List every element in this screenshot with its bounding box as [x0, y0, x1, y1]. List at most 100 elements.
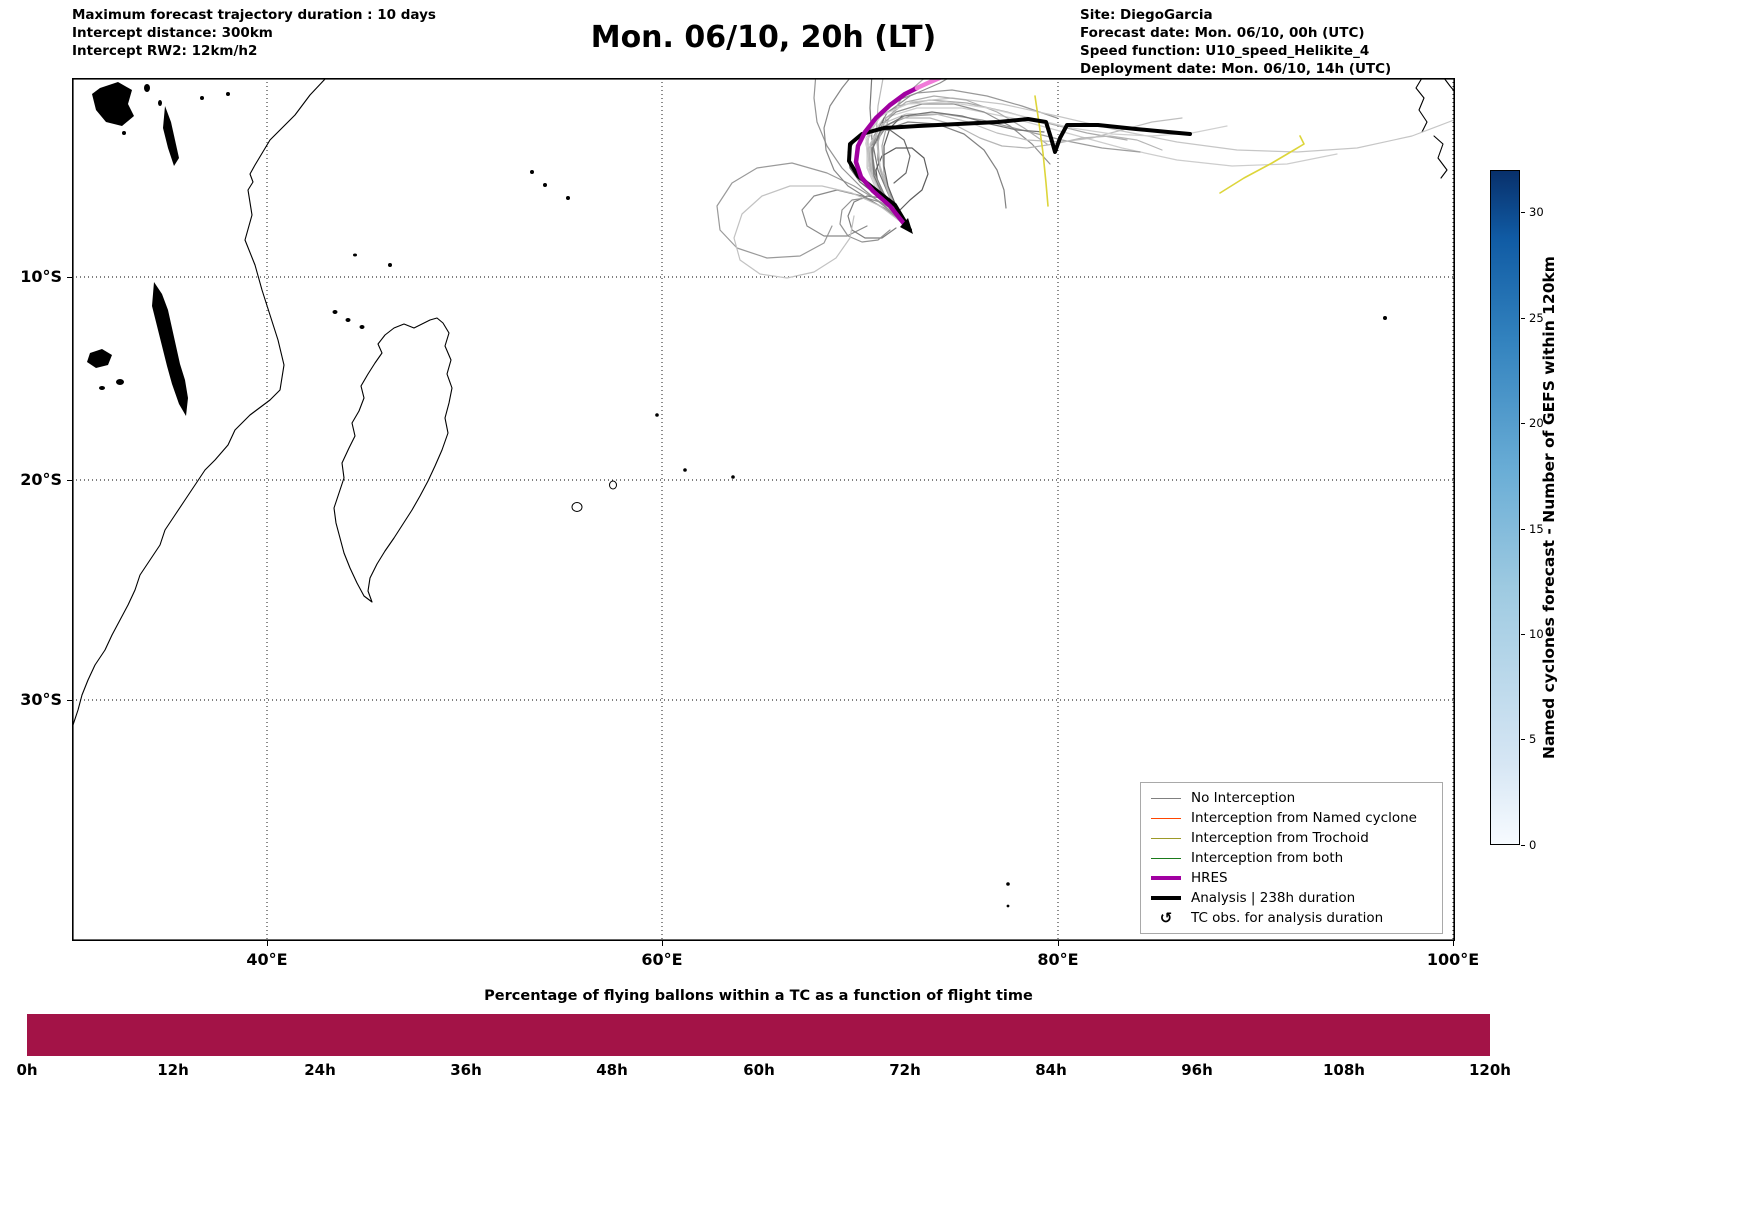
coastline: [333, 317, 453, 603]
trajectory-hres: [853, 85, 920, 228]
legend-swatch: [1151, 797, 1181, 799]
island: [99, 386, 105, 390]
y-tick-mark: [67, 479, 72, 481]
island: [345, 318, 351, 322]
colorbar-tick-label: 20: [1529, 416, 1544, 430]
trajectory-gefs: [733, 185, 906, 279]
island: [1006, 904, 1010, 908]
coastline: [1415, 78, 1428, 133]
colorbar-tick-mark: [1521, 423, 1525, 424]
coastline: [1433, 135, 1448, 179]
colorbar-tick-label: 30: [1529, 205, 1544, 219]
coastline: [72, 78, 327, 729]
x-tick-mark: [1452, 941, 1454, 946]
colorbar-tick-mark: [1521, 529, 1525, 530]
bottom-x-label: 36h: [450, 1061, 482, 1079]
island: [609, 480, 617, 490]
bottom-chart-title: Percentage of flying ballons within a TC…: [484, 988, 1033, 1004]
x-tick-mark: [266, 941, 268, 946]
legend-item: Interception from both: [1145, 848, 1438, 868]
legend-swatch: [1151, 857, 1181, 859]
island: [359, 325, 365, 329]
colorbar-tick-label: 0: [1529, 838, 1537, 852]
lake: [152, 282, 188, 416]
colorbar-tick-mark: [1521, 634, 1525, 635]
colorbar-tick-mark: [1521, 318, 1525, 319]
trajectory-hres-tip: [914, 78, 946, 91]
colorbar-tick-label: 15: [1529, 522, 1544, 536]
legend-label: No Interception: [1191, 790, 1296, 806]
island: [655, 413, 659, 417]
island: [683, 468, 687, 472]
bottom-x-label: 108h: [1323, 1061, 1365, 1079]
x-tick-mark: [1057, 941, 1059, 946]
y-tick-label: 20°S: [20, 470, 62, 489]
balloon-bar: [27, 1014, 1490, 1056]
trajectory-trochoid: [1034, 95, 1049, 207]
island: [144, 84, 150, 92]
island: [332, 310, 338, 314]
legend-label: Analysis | 238h duration: [1191, 890, 1356, 906]
island: [122, 131, 126, 135]
island: [158, 100, 162, 106]
legend-swatch: [1151, 896, 1181, 900]
legend-item: ↺ TC obs. for analysis duration: [1145, 908, 1438, 928]
island: [353, 253, 357, 257]
header-right-line: Deployment date: Mon. 06/10, 14h (UTC): [1080, 61, 1392, 77]
header-right: Site: DiegoGarcia Forecast date: Mon. 06/…: [1080, 6, 1391, 78]
trajectory-gefs: [870, 113, 1141, 226]
bottom-x-label: 84h: [1035, 1061, 1067, 1079]
header-left: Maximum forecast trajectory duration : 1…: [72, 6, 436, 60]
trajectory-trochoid: [1219, 135, 1305, 194]
colorbar-tick-label: 25: [1529, 311, 1544, 325]
x-tick-label: 80°E: [1037, 950, 1079, 969]
legend-label: HRES: [1191, 870, 1228, 886]
bottom-x-label: 72h: [889, 1061, 921, 1079]
y-tick-mark: [67, 699, 72, 701]
trajectory-gefs: [839, 197, 906, 243]
map-plot: [72, 78, 1455, 941]
legend-label: Interception from Trochoid: [1191, 830, 1369, 846]
island: [566, 196, 570, 200]
legend-label: Interception from both: [1191, 850, 1344, 866]
bottom-x-label: 96h: [1181, 1061, 1213, 1079]
legend-label: Interception from Named cyclone: [1191, 810, 1417, 826]
header-left-line: Maximum forecast trajectory duration : 1…: [72, 7, 436, 23]
trajectory-gefs: [867, 97, 1455, 226]
island: [226, 92, 230, 96]
header-right-line: Site: DiegoGarcia: [1080, 7, 1213, 23]
island: [200, 96, 204, 100]
header-left-line: Intercept RW2: 12km/h2: [72, 43, 258, 59]
colorbar-tick-mark: [1521, 845, 1525, 846]
x-tick-label: 60°E: [641, 950, 683, 969]
trajectory-gefs: [877, 95, 1048, 226]
y-tick-label: 10°S: [20, 267, 62, 286]
bottom-x-label: 12h: [157, 1061, 189, 1079]
legend-item: Interception from Named cyclone: [1145, 808, 1438, 828]
legend-item: No Interception: [1145, 788, 1438, 808]
island: [388, 263, 392, 267]
header-right-line: Forecast date: Mon. 06/10, 00h (UTC): [1080, 25, 1365, 41]
tc-obs-icon: ↺: [1159, 908, 1173, 927]
island: [571, 502, 583, 512]
bottom-x-label: 0h: [16, 1061, 38, 1079]
bottom-x-label: 48h: [596, 1061, 628, 1079]
bottom-x-label: 24h: [304, 1061, 336, 1079]
legend-item: Interception from Trochoid: [1145, 828, 1438, 848]
legend: No Interception Interception from Named c…: [1140, 782, 1443, 934]
bottom-x-label: 120h: [1469, 1061, 1511, 1079]
legend-item: Analysis | 238h duration: [1145, 888, 1438, 908]
colorbar-tick-mark: [1521, 739, 1525, 740]
header-right-line: Speed function: U10_speed_Helikite_4: [1080, 43, 1370, 59]
island: [1006, 882, 1010, 886]
trajectory-gefs: [865, 101, 1228, 226]
legend-swatch: [1151, 817, 1181, 819]
figure-title: Mon. 06/10, 20h (LT): [590, 20, 937, 55]
lake: [92, 82, 134, 126]
island: [116, 379, 124, 385]
trajectory-gefs: [716, 162, 906, 259]
deployment-arrow: [900, 218, 913, 234]
island: [731, 475, 735, 479]
legend-item: HRES: [1145, 868, 1438, 888]
